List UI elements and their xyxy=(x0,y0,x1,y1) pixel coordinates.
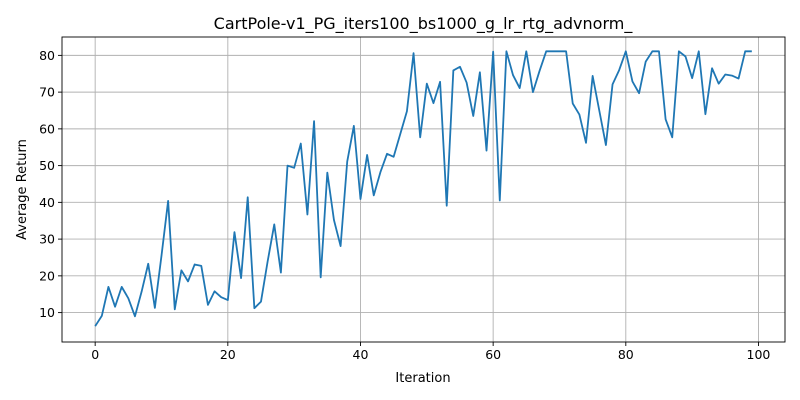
chart-title: CartPole-v1_PG_iters100_bs1000_g_lr_rtg_… xyxy=(214,14,634,34)
x-tick-label: 20 xyxy=(220,347,236,362)
x-tick-label: 0 xyxy=(91,347,99,362)
x-tick-label: 80 xyxy=(618,347,634,362)
y-tick-label: 60 xyxy=(39,121,55,136)
x-tick-label: 100 xyxy=(747,347,771,362)
y-axis-label: Average Return xyxy=(15,139,30,240)
x-axis-label: Iteration xyxy=(395,371,450,386)
y-tick-label: 10 xyxy=(39,305,55,320)
y-tick-label: 30 xyxy=(39,232,55,247)
y-tick-label: 50 xyxy=(39,158,55,173)
y-tick-label: 40 xyxy=(39,195,55,210)
y-tick-label: 20 xyxy=(39,268,55,283)
plot-frame xyxy=(61,36,786,343)
grid xyxy=(62,37,785,342)
axis-ticks: 0 20 40 60 80 100 10 20 30 40 50 60 70 80 xyxy=(39,48,770,362)
series-line xyxy=(94,50,752,327)
y-tick-label: 80 xyxy=(39,48,55,63)
x-tick-label: 60 xyxy=(485,347,501,362)
x-tick-label: 40 xyxy=(353,347,369,362)
y-tick-label: 70 xyxy=(39,85,55,100)
